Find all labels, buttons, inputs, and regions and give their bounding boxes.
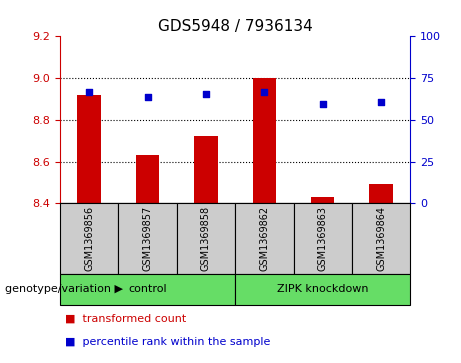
Text: genotype/variation ▶: genotype/variation ▶ <box>5 285 123 294</box>
Point <box>260 89 268 94</box>
Text: GSM1369863: GSM1369863 <box>318 206 328 271</box>
Bar <box>369 184 393 203</box>
Point <box>202 91 210 97</box>
Text: control: control <box>128 285 167 294</box>
Text: GSM1369864: GSM1369864 <box>376 206 386 271</box>
Text: ■  transformed count: ■ transformed count <box>65 314 186 324</box>
Text: GSM1369857: GSM1369857 <box>142 206 153 271</box>
Title: GDS5948 / 7936134: GDS5948 / 7936134 <box>158 19 313 34</box>
Text: GSM1369856: GSM1369856 <box>84 206 94 271</box>
Text: ZIPK knockdown: ZIPK knockdown <box>277 285 368 294</box>
Point <box>85 89 93 94</box>
Text: GSM1369858: GSM1369858 <box>201 206 211 271</box>
Point <box>378 99 385 105</box>
Bar <box>136 155 159 203</box>
Bar <box>194 136 218 203</box>
Bar <box>311 197 334 203</box>
Text: GSM1369862: GSM1369862 <box>259 206 269 271</box>
Point <box>144 94 151 100</box>
Text: ■  percentile rank within the sample: ■ percentile rank within the sample <box>65 337 270 347</box>
Bar <box>253 78 276 203</box>
Bar <box>77 95 101 203</box>
Point <box>319 101 326 107</box>
